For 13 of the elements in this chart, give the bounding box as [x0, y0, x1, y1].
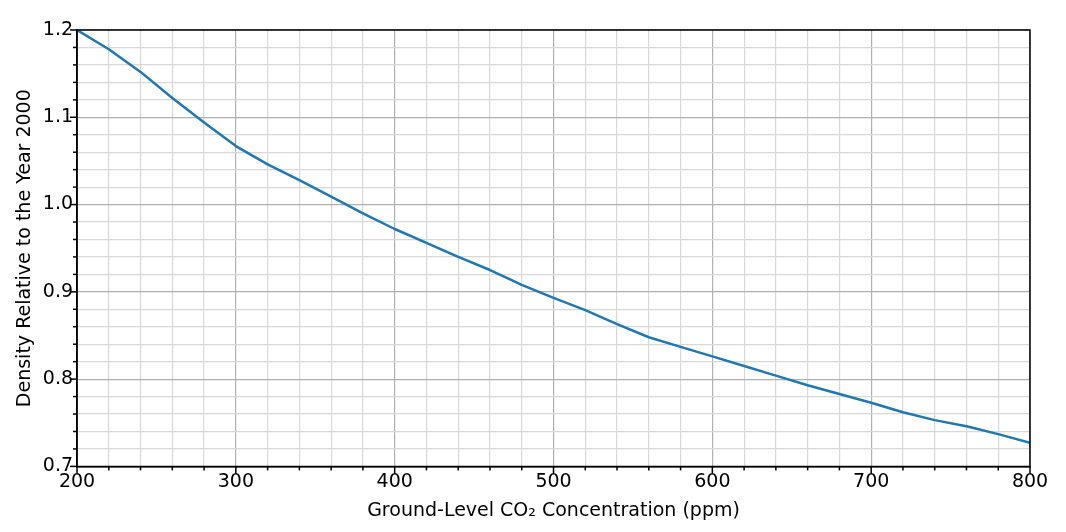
y-tick-label: 1.1 — [42, 104, 74, 127]
x-tick-label: 600 — [694, 468, 731, 491]
y-axis-title: Density Relative to the Year 2000 — [12, 89, 35, 408]
x-axis-title: Ground-Level CO₂ Concentration (ppm) — [367, 497, 740, 520]
y-tick-label: 1.0 — [42, 191, 74, 214]
y-tick-label: 0.8 — [42, 366, 74, 389]
y-tick-label: 1.2 — [42, 16, 74, 39]
x-tick-label: 400 — [376, 468, 413, 491]
x-tick-label: 500 — [535, 468, 572, 491]
y-tick-label: 0.9 — [42, 278, 74, 301]
x-tick-label: 300 — [217, 468, 254, 491]
x-tick-label: 800 — [1011, 468, 1049, 491]
x-tick-label: 700 — [853, 468, 890, 491]
